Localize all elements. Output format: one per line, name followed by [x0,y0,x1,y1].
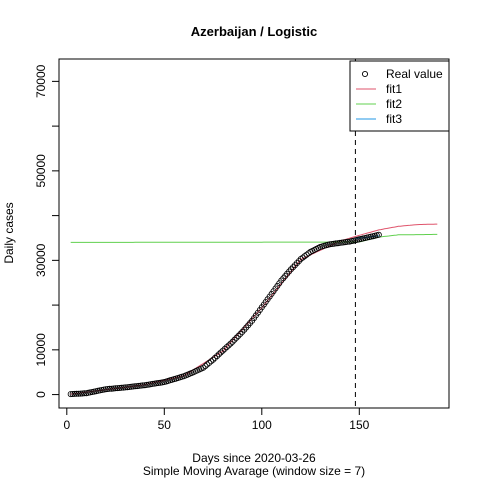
y-tick-label: 0 [34,391,48,398]
real-value-point [231,336,238,343]
real-value-point [126,383,133,390]
real-value-point [106,385,113,392]
real-value-point [81,390,88,397]
real-value-point [77,390,84,397]
real-value-point [75,390,82,397]
y-axis-label: Daily cases [2,202,16,263]
real-value-point [147,381,154,388]
real-value-point [112,385,119,392]
x-tick-label: 100 [252,418,272,432]
real-value-point [291,262,298,269]
real-value-point [202,363,209,370]
x-tick-label: 150 [349,418,369,432]
real-value-point [219,347,226,354]
legend-label-fit1: fit1 [386,82,402,96]
real-value-point [155,379,162,386]
real-value-point [289,264,296,271]
real-value-point [375,231,382,238]
real-value-point [71,390,78,397]
real-value-point [73,390,80,397]
real-value-point [237,330,244,337]
real-value-point [124,384,131,391]
real-value-point [211,354,218,361]
real-value-point [217,349,224,356]
real-value-point [108,385,115,392]
legend-label-fit3: fit3 [386,112,402,126]
real-value-point [137,382,144,389]
real-value-point [299,254,306,261]
real-value-point [332,240,339,247]
real-value-point [149,380,156,387]
real-value-point [69,390,76,397]
real-value-point [342,239,349,246]
real-value-point [301,253,308,260]
legend-label-fit2: fit2 [386,97,402,111]
real-value-point [67,391,74,398]
real-value-point [233,334,240,341]
real-value-point [208,358,215,365]
real-value-point [229,338,236,345]
real-value-point [225,342,232,349]
real-value-point [295,258,302,265]
real-value-point [110,385,117,392]
y-tick-label: 30000 [34,243,48,277]
x-axis: 0 50 100 150 [63,408,370,432]
plot-frame [58,58,450,409]
real-value-point [334,240,341,247]
real-value-point [293,260,300,267]
real-value-point [227,340,234,347]
real-value-point [133,383,140,390]
real-value-point [122,384,129,391]
real-value-point [326,241,333,248]
real-value-point [120,384,127,391]
y-tick-label: 10000 [34,333,48,367]
chart-subtitle: Simple Moving Avarage (window size = 7) [143,464,365,478]
real-value-point [114,385,121,392]
real-value-point [128,383,135,390]
real-value-point [344,238,351,245]
real-value-point [330,240,337,247]
real-value-point [235,332,242,339]
chart-title: Azerbaijan / Logistic [191,24,317,39]
real-value-point [200,364,207,371]
y-tick-label: 70000 [34,64,48,98]
x-tick-label: 0 [63,418,70,432]
real-value-point [157,379,164,386]
real-value-point [204,361,211,368]
real-value-point [287,266,294,273]
real-value-point [116,384,123,391]
real-value-point [338,239,345,246]
real-value-point [213,353,220,360]
real-value-point [206,359,213,366]
real-value-point [135,382,142,389]
real-value-point [141,382,148,389]
real-value-point [104,385,111,392]
real-value-point [210,356,217,363]
series-line-fit1 [70,223,438,395]
real-value-point [79,390,86,397]
x-axis-label: Days since 2020-03-26 [192,451,316,465]
real-value-point [139,382,146,389]
y-tick-label: 50000 [34,154,48,188]
series-line-fit2 [70,233,438,243]
real-value-point [102,386,109,393]
legend-label-real-value: Real value [386,67,443,81]
real-value-point [223,344,230,351]
real-value-point [130,383,137,390]
x-tick-label: 50 [158,418,172,432]
legend-marker-real-value [361,70,369,78]
y-axis: 0 10000 30000 50000 70000 [34,64,59,398]
real-value-point [336,239,343,246]
real-value-point [118,384,125,391]
real-value-point [221,345,228,352]
real-value-point [215,351,222,358]
real-value-point [132,383,139,390]
